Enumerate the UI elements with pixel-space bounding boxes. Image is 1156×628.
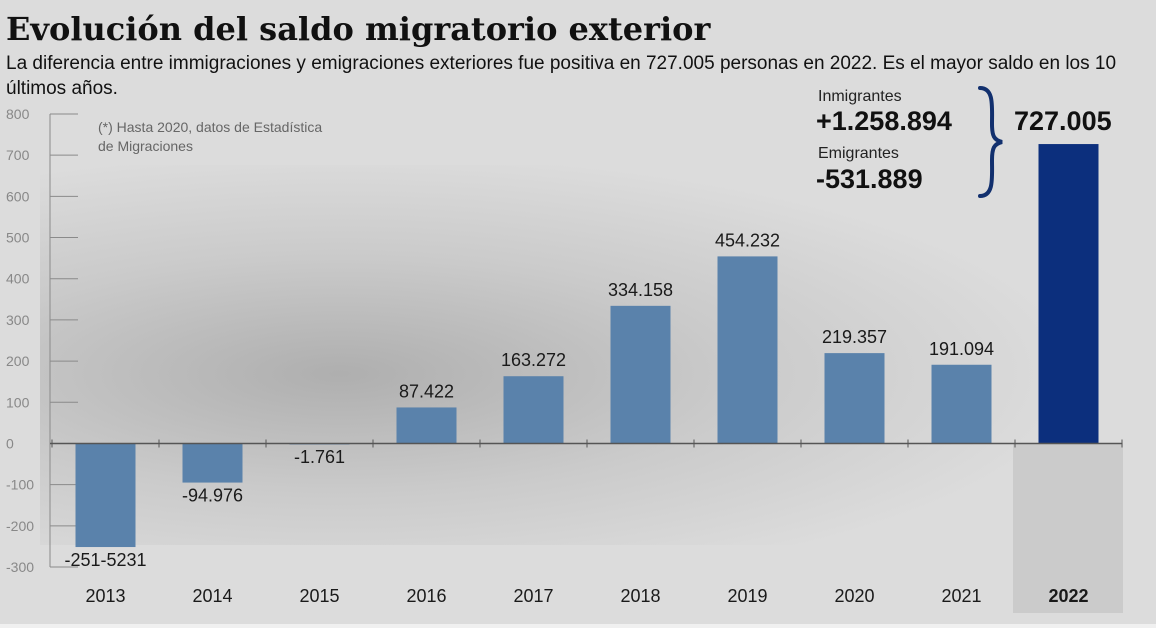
y-tick-label: -100 [6,477,34,493]
source-note: (*) Hasta 2020, datos de Estadística de … [98,119,323,154]
bar-2013 [75,443,136,548]
bar-2017 [503,376,564,444]
bar-2016 [396,407,457,444]
chart-title: Evolución del saldo migratorio exterior [6,10,711,48]
bar-2014 [182,443,243,483]
x-tick-label-2022: 2022 [1048,586,1088,606]
bar-2018 [610,305,671,444]
data-label-2019: 454.232 [715,230,780,250]
data-label-2014: -94.976 [182,486,243,506]
bar-2022 [1038,144,1099,444]
y-tick-label: 0 [6,435,14,451]
y-tick-label: 800 [6,106,30,122]
immigrants-label: Inmigrantes [818,88,902,105]
y-tick-label: -300 [6,559,34,575]
y-tick-label: 700 [6,147,30,163]
data-label-2018: 334.158 [608,280,673,300]
y-tick-label: -200 [6,518,34,534]
chart-subtitle: La diferencia entre immigraciones y emig… [6,53,1117,99]
x-tick-label-2015: 2015 [299,586,339,606]
bar-2020 [824,353,885,444]
net-value-2022: 727.005 [1014,106,1112,136]
data-label-2017: 163.272 [501,350,566,370]
emigrants-label: Emigrantes [818,145,899,162]
x-tick-label-2016: 2016 [406,586,446,606]
x-tick-label-2018: 2018 [620,586,660,606]
x-tick-label-2017: 2017 [513,586,553,606]
y-tick-label: 300 [6,312,30,328]
y-tick-label: 100 [6,394,30,410]
emigrants-value: -531.889 [816,164,923,194]
y-tick-label: 500 [6,230,30,246]
bar-2021 [931,364,992,444]
bar-2019 [717,256,778,444]
y-tick-label: 600 [6,188,30,204]
y-tick-label: 200 [6,353,30,369]
immigrants-value: +1.258.894 [816,106,952,136]
x-tick-label-2014: 2014 [192,586,232,606]
data-label-2020: 219.357 [822,327,887,347]
data-label-2021: 191.094 [929,339,994,359]
bottom-divider [0,624,1156,628]
brace-icon [978,86,1003,198]
data-label-2013: -251-5231 [64,550,146,570]
data-label-2016: 87.422 [399,381,454,401]
x-tick-label-2019: 2019 [727,586,767,606]
x-tick-label-2020: 2020 [834,586,874,606]
x-tick-label-2021: 2021 [941,586,981,606]
x-tick-label-2013: 2013 [85,586,125,606]
y-tick-label: 400 [6,271,30,287]
highlight-column [1013,443,1123,613]
data-label-2015: -1.761 [294,447,345,467]
